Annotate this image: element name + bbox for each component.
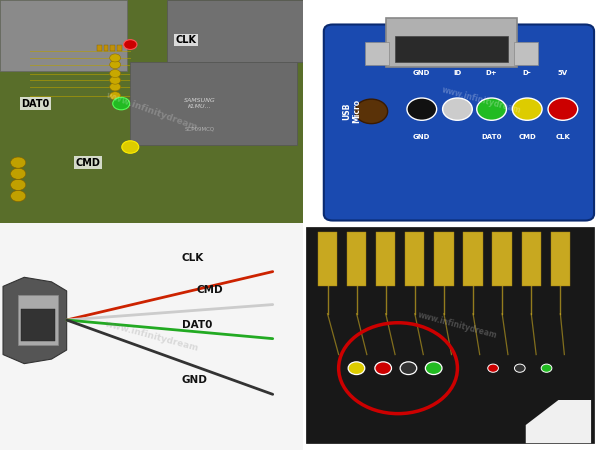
- FancyBboxPatch shape: [0, 223, 303, 450]
- Circle shape: [110, 54, 121, 62]
- FancyBboxPatch shape: [110, 45, 115, 51]
- Polygon shape: [3, 277, 67, 364]
- Circle shape: [124, 40, 137, 50]
- FancyBboxPatch shape: [347, 232, 366, 286]
- Circle shape: [110, 76, 121, 84]
- FancyBboxPatch shape: [493, 232, 512, 286]
- Circle shape: [113, 97, 130, 110]
- Text: DAT0: DAT0: [481, 134, 502, 140]
- FancyBboxPatch shape: [365, 42, 389, 65]
- FancyBboxPatch shape: [463, 232, 482, 286]
- FancyBboxPatch shape: [434, 232, 454, 286]
- Circle shape: [514, 364, 525, 372]
- Circle shape: [512, 98, 542, 120]
- FancyBboxPatch shape: [395, 36, 508, 63]
- Circle shape: [110, 69, 121, 77]
- Text: www.infinitydream: www.infinitydream: [103, 320, 200, 353]
- Text: D-: D-: [523, 70, 532, 76]
- Circle shape: [477, 98, 506, 120]
- FancyBboxPatch shape: [551, 232, 570, 286]
- Circle shape: [110, 83, 121, 91]
- FancyBboxPatch shape: [521, 232, 541, 286]
- Text: CLK: CLK: [182, 252, 204, 262]
- Text: www.infinitydream: www.infinitydream: [440, 86, 522, 115]
- Polygon shape: [167, 0, 303, 63]
- Text: www.infinitydream: www.infinitydream: [104, 90, 199, 132]
- Circle shape: [400, 362, 417, 374]
- Text: CMD: CMD: [76, 158, 101, 167]
- FancyBboxPatch shape: [318, 232, 337, 286]
- Text: GND: GND: [413, 134, 430, 140]
- Text: CLK: CLK: [176, 35, 197, 45]
- Circle shape: [110, 61, 121, 68]
- FancyBboxPatch shape: [97, 45, 101, 51]
- Circle shape: [11, 190, 26, 202]
- FancyBboxPatch shape: [0, 0, 303, 223]
- FancyBboxPatch shape: [21, 309, 55, 341]
- Circle shape: [425, 362, 442, 374]
- Circle shape: [541, 364, 552, 372]
- Circle shape: [11, 179, 26, 190]
- Circle shape: [122, 141, 139, 153]
- FancyBboxPatch shape: [303, 0, 600, 223]
- FancyBboxPatch shape: [130, 63, 297, 145]
- Circle shape: [488, 364, 499, 372]
- FancyBboxPatch shape: [324, 24, 594, 220]
- Text: CMD: CMD: [197, 285, 224, 296]
- Text: CMD: CMD: [518, 134, 536, 140]
- FancyBboxPatch shape: [18, 296, 58, 346]
- Text: D+: D+: [486, 70, 497, 76]
- Text: CLK: CLK: [556, 134, 571, 140]
- Circle shape: [548, 98, 578, 120]
- Circle shape: [11, 168, 26, 179]
- Circle shape: [355, 99, 388, 124]
- Circle shape: [110, 92, 121, 100]
- Circle shape: [407, 98, 437, 120]
- Polygon shape: [0, 0, 127, 71]
- Text: GND: GND: [182, 375, 208, 385]
- FancyBboxPatch shape: [104, 45, 108, 51]
- Text: GND: GND: [413, 70, 430, 76]
- Circle shape: [443, 98, 472, 120]
- Circle shape: [348, 362, 365, 374]
- Text: DAT0: DAT0: [182, 320, 212, 329]
- FancyBboxPatch shape: [306, 227, 594, 443]
- Circle shape: [375, 362, 392, 374]
- Text: SAMSUNG
KLMU...: SAMSUNG KLMU...: [184, 98, 216, 109]
- FancyBboxPatch shape: [514, 42, 538, 65]
- FancyBboxPatch shape: [117, 45, 122, 51]
- FancyBboxPatch shape: [386, 18, 517, 67]
- Text: DAT0: DAT0: [21, 99, 49, 108]
- Text: ID: ID: [454, 70, 461, 76]
- Text: USB
Micro: USB Micro: [343, 99, 362, 123]
- Text: www.infinitydream: www.infinitydream: [417, 310, 498, 340]
- Circle shape: [11, 157, 26, 168]
- Text: SCP09MCQ: SCP09MCQ: [185, 127, 215, 132]
- FancyBboxPatch shape: [376, 232, 395, 286]
- FancyBboxPatch shape: [405, 232, 424, 286]
- Text: 5V: 5V: [558, 70, 568, 76]
- Polygon shape: [526, 400, 591, 443]
